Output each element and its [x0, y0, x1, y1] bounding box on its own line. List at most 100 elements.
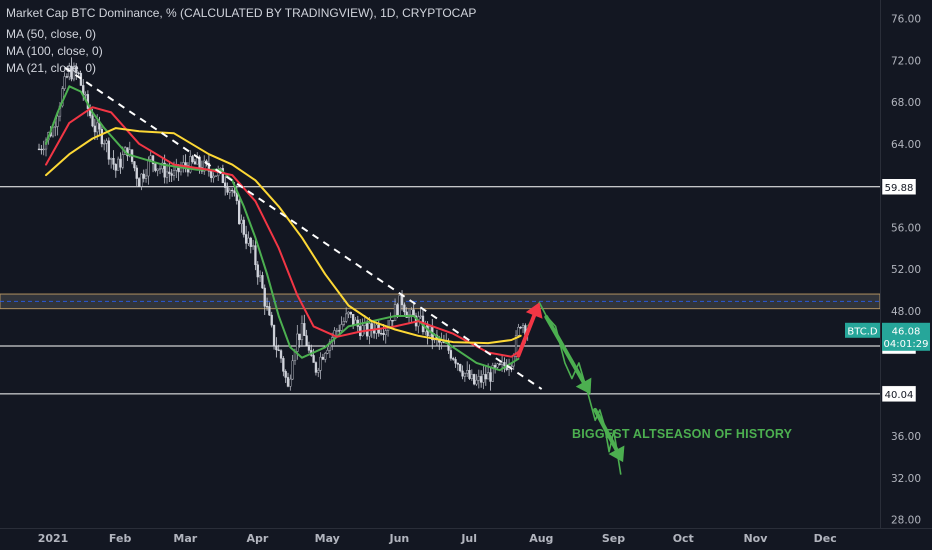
- candle-body: [193, 161, 197, 165]
- series-line-1[interactable]: [45, 106, 522, 358]
- candle-body: [163, 162, 166, 178]
- candle-body: [265, 306, 269, 308]
- candle-body: [254, 245, 257, 266]
- candle-body: [305, 335, 308, 346]
- candles: [37, 57, 529, 391]
- candle-body: [96, 122, 99, 133]
- dashed-trendline[interactable]: [64, 66, 543, 390]
- candle-body: [142, 173, 145, 179]
- candle-body: [168, 171, 171, 174]
- candle-body: [251, 245, 255, 247]
- candle-body: [314, 362, 318, 373]
- candle-body: [372, 330, 376, 334]
- legend-ma50[interactable]: MA (50, close, 0): [6, 27, 97, 41]
- candle-body: [277, 349, 280, 351]
- candle-body: [154, 163, 157, 171]
- arrow-shaft-0[interactable]: [516, 313, 537, 358]
- y-tick-label: 52.00: [891, 264, 921, 276]
- candle-body: [382, 332, 385, 335]
- candle-body: [403, 304, 406, 313]
- level-tag-0: [881, 178, 917, 196]
- current-value-tag[interactable]: [882, 322, 930, 351]
- candle-body: [503, 362, 506, 367]
- resistance-zone: [0, 293, 881, 310]
- x-tick-label: Nov: [743, 532, 768, 545]
- candle-body: [461, 370, 464, 377]
- candle-body: [303, 323, 306, 336]
- candle-body: [258, 275, 262, 278]
- candle-body: [240, 219, 243, 224]
- candle-body: [189, 156, 192, 173]
- candle-body: [312, 355, 315, 363]
- y-tick-label: 36.00: [891, 431, 921, 443]
- x-tick-label: Mar: [173, 532, 197, 545]
- candle-body: [410, 309, 413, 316]
- y-tick-label: 64.00: [891, 139, 921, 151]
- legend-ma21[interactable]: MA (21, close, 0): [6, 61, 97, 75]
- candle-body: [224, 182, 227, 188]
- candle-body: [116, 158, 120, 171]
- candle-body: [256, 264, 259, 278]
- candle-body: [419, 315, 422, 318]
- candle-body: [482, 374, 485, 383]
- y-tick-label: 68.00: [891, 97, 921, 109]
- candle-body: [300, 323, 304, 341]
- x-tick-label: May: [315, 532, 340, 545]
- current-value-label: 46.08: [892, 326, 921, 337]
- arrow-head-2[interactable]: [608, 445, 625, 463]
- candle-body: [191, 156, 194, 162]
- candle-body: [456, 363, 460, 365]
- candle-body: [519, 326, 522, 329]
- level-tag-label: 40.04: [885, 390, 914, 401]
- level-tag-label: 59.88: [885, 183, 914, 194]
- arrow-shaft-2[interactable]: [593, 407, 619, 452]
- candle-body: [286, 377, 290, 387]
- candle-body: [63, 76, 66, 89]
- candle-body: [56, 115, 59, 127]
- x-tick-label: Apr: [247, 532, 269, 545]
- series-line-2[interactable]: [45, 127, 522, 345]
- candle-body: [93, 125, 97, 133]
- candle-body: [231, 189, 234, 192]
- candle-body: [133, 161, 136, 169]
- candle-body: [263, 287, 266, 307]
- candle-body: [110, 158, 113, 160]
- candle-body: [221, 168, 225, 184]
- candle-body: [261, 275, 264, 289]
- candle-body: [396, 304, 399, 316]
- candle-body: [226, 187, 229, 193]
- candle-body: [449, 350, 453, 359]
- candle-body: [40, 148, 43, 151]
- candle-body: [347, 311, 350, 315]
- candle-body: [479, 376, 483, 383]
- candle-body: [179, 167, 183, 173]
- candle-body: [321, 356, 325, 360]
- countdown-label: 04:01:29: [884, 339, 929, 350]
- candle-body: [156, 168, 159, 171]
- candle-body: [447, 342, 450, 351]
- candle-body: [466, 370, 469, 374]
- candle-body: [365, 322, 369, 337]
- candle-body: [70, 65, 73, 80]
- arrow-head-0[interactable]: [525, 302, 543, 319]
- candle-body: [326, 350, 329, 354]
- arrow-shaft-1[interactable]: [544, 315, 586, 385]
- x-tick-label: Oct: [673, 532, 694, 545]
- candle-body: [119, 158, 122, 168]
- candle-body: [242, 219, 245, 235]
- candle-body: [514, 335, 518, 357]
- candle-body: [333, 330, 336, 338]
- candle-body: [498, 363, 501, 365]
- legend-ma100[interactable]: MA (100, close, 0): [6, 44, 103, 58]
- candle-body: [37, 148, 41, 151]
- candle-body: [298, 333, 301, 341]
- candle-body: [233, 190, 236, 194]
- projection-path[interactable]: [527, 301, 622, 475]
- x-tick-label: 2021: [38, 532, 69, 545]
- symbol-tag[interactable]: [845, 322, 880, 338]
- candle-body: [484, 374, 487, 380]
- level-tag-2: [881, 385, 917, 403]
- candle-body: [77, 72, 80, 74]
- arrow-head-1[interactable]: [575, 377, 592, 395]
